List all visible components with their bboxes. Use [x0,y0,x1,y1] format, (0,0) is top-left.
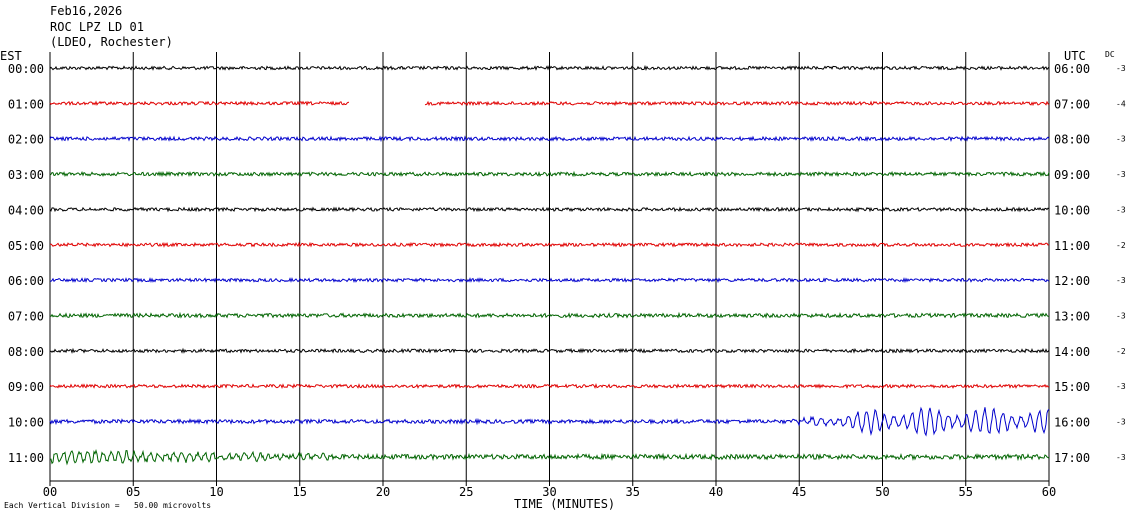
est-hour-label: 09:00 [8,380,44,394]
est-hour-label: 05:00 [8,239,44,253]
x-tick-label: 55 [959,485,973,499]
x-axis: 00 05 10 15 20 25 30 35 40 45 50 55 60 [43,480,1056,499]
est-hour-label: 02:00 [8,133,44,147]
vertical-scale-note: Each Vertical Division = 50.00 microvolt… [4,501,212,510]
utc-axis-title: UTC [1064,49,1086,63]
x-axis-title: TIME (MINUTES) [514,497,616,511]
dc-column-title: DC [1105,50,1115,59]
time-grid [49,52,1050,481]
x-tick-label: 60 [1042,485,1056,499]
x-tick-label: 20 [376,485,390,499]
x-tick-label: 30 [542,485,556,499]
dc-offset-label: -2 [1116,347,1126,356]
dc-offset-label: -4 [1116,99,1126,108]
trace-0200 [49,135,1050,143]
trace-0600 [49,277,1050,284]
trace-1000 [49,406,1050,437]
utc-hour-label: 09:00 [1054,168,1090,182]
est-hour-label: 03:00 [8,168,44,182]
trace-0000 [49,64,1050,71]
utc-hour-label: 15:00 [1054,380,1090,394]
dc-offset-label: -3 [1116,382,1126,391]
trace-0300 [49,170,1050,178]
est-hour-label: 08:00 [8,345,44,359]
dc-offset-label: -3 [1116,64,1126,73]
trace-0100 [49,100,1050,107]
trace-0700 [49,311,1050,319]
est-hour-label: 01:00 [8,97,44,111]
x-tick-label: 10 [209,485,223,499]
row-labels: 00:00 06:00 -3 01:00 07:00 -4 02:00 08:00 -3 03:0… [8,62,1126,465]
header-network: (LDEO, Rochester) [50,35,173,49]
dc-offset-label: -3 [1116,276,1126,285]
est-hour-label: 00:00 [8,62,44,76]
trace-0400 [49,206,1050,213]
header-date: Feb16,2026 [50,4,123,18]
utc-hour-label: 10:00 [1054,203,1090,217]
est-hour-label: 07:00 [8,309,44,323]
trace-1100 [50,449,1050,466]
utc-hour-label: 14:00 [1054,345,1090,359]
est-hour-label: 06:00 [8,274,44,288]
utc-hour-label: 12:00 [1054,274,1090,288]
x-tick-label: 00 [43,485,57,499]
est-hour-label: 10:00 [8,416,44,430]
trace-rows [49,64,1050,466]
dc-offset-label: -3 [1116,135,1126,144]
utc-hour-label: 17:00 [1054,451,1090,465]
x-tick-label: 25 [459,485,473,499]
utc-hour-label: 06:00 [1054,62,1090,76]
est-axis-title: EST [0,49,22,63]
utc-hour-label: 11:00 [1054,239,1090,253]
trace-0800 [49,347,1050,354]
dc-offset-label: -3 [1116,453,1126,462]
dc-offset-label: -3 [1116,418,1126,427]
utc-hour-label: 13:00 [1054,309,1090,323]
x-tick-label: 35 [626,485,640,499]
utc-hour-label: 07:00 [1054,97,1090,111]
header-station: ROC LPZ LD 01 [50,20,144,34]
trace-0500 [49,241,1050,248]
utc-hour-label: 08:00 [1054,133,1090,147]
trace-0900 [49,382,1050,390]
x-tick-label: 50 [875,485,889,499]
x-tick-label: 40 [709,485,723,499]
dc-offset-label: -3 [1116,311,1126,320]
x-tick-label: 15 [293,485,307,499]
utc-hour-label: 16:00 [1054,416,1090,430]
dc-offset-label: -3 [1116,170,1126,179]
dc-offset-label: -3 [1116,205,1126,214]
est-hour-label: 04:00 [8,203,44,217]
dc-offset-label: -2 [1116,241,1126,250]
x-tick-label: 05 [126,485,140,499]
x-tick-label: 45 [792,485,806,499]
est-hour-label: 11:00 [8,451,44,465]
